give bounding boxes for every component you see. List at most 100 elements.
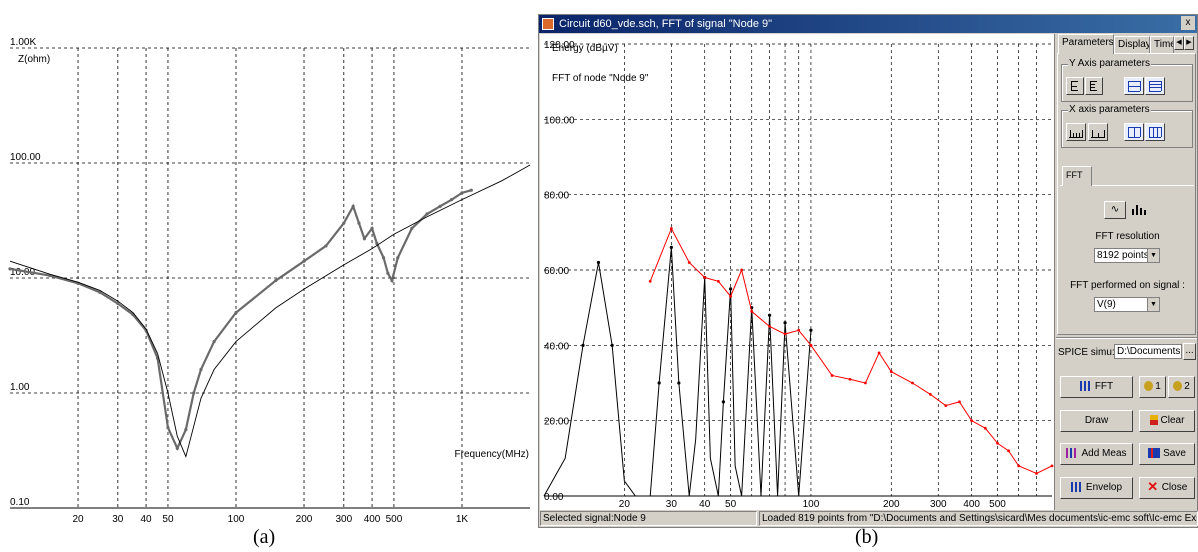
envelope-point [970,419,974,423]
probe-2-button[interactable]: 2 [1168,376,1195,398]
fft-signal-label: FFT performed on signal : [1070,280,1185,291]
y-grid-major-button[interactable] [1124,77,1144,95]
x-grid-minor-button[interactable] [1145,123,1165,141]
x-tick-label: 20 [619,499,631,510]
status-bar: Selected signal:Node 9 Loaded 819 points… [540,511,1198,527]
probe-1-button[interactable]: 1 [1139,376,1166,398]
measured-impedance-line [9,189,472,452]
x-axis-ticks-button[interactable] [1066,123,1086,141]
fft-peak-marker [721,400,726,404]
envelope-point [928,392,932,396]
add-meas-button[interactable]: Add Meas [1060,443,1133,465]
fft-subtab[interactable]: FFT [1062,166,1092,186]
envelope-point [996,441,999,445]
spice-browse-button[interactable]: ... [1183,343,1196,360]
fft-peak-marker [596,260,601,265]
spice-path-input[interactable]: D:\Documents a [1114,344,1182,359]
eraser-icon [1149,415,1158,426]
fft-resolution-select[interactable]: 8192 points ▼ [1094,248,1160,263]
y-axis-label: Z(ohm) [18,54,50,65]
measured-point [302,259,306,263]
envelope-point [1050,464,1054,468]
y-axis-label: Energy (dBµV) [552,43,618,54]
x-axis-fine-ticks-button[interactable] [1088,123,1108,141]
fft-spectrum-line [543,247,812,497]
y-axis-ticks-button[interactable] [1066,77,1084,95]
tab-time[interactable]: Time [1150,36,1174,54]
tab-parameters[interactable]: Parameters [1058,34,1114,54]
fft-button[interactable]: FFT [1060,376,1133,398]
fft-plot-area[interactable]: 120.00 100.00 80.00 60.00 40.00 20.00 0.00 20 30… [540,34,1055,510]
measured-point [425,212,429,216]
envelope-point [687,261,691,264]
fft-resolution-value: 8192 points [1097,250,1149,261]
measured-point [166,426,170,430]
y-tick-label: 10.00 [10,267,35,278]
fft-window: Circuit d60_vde.sch, FFT of signal "Node… [538,14,1198,528]
measured-point [370,226,374,230]
measured-point [469,188,473,192]
tab-display[interactable]: Display [1114,36,1150,54]
close-window-button[interactable]: x [1181,16,1195,30]
x-tick-label: 400 [963,499,980,510]
x-tick-label: 200 [296,514,313,525]
measured-point [184,428,188,432]
measured-point [98,290,102,294]
fft-peak-marker [581,343,585,347]
fft-line-mode-icon[interactable]: ∿ [1104,201,1126,219]
fft-peak-marker [610,343,614,347]
envelope-point [750,310,754,313]
measured-point [351,204,355,208]
measured-point [234,311,238,315]
x-axis-group-label: X axis parameters [1068,104,1151,115]
measured-point [192,391,196,395]
fft-signal-value: V(9) [1097,299,1116,310]
envelop-button[interactable]: Envelop [1060,477,1133,499]
probe-icon [1144,381,1154,392]
close-button[interactable]: ✕ Close [1139,477,1195,499]
envelope-point [1017,464,1021,468]
fft-envelope-line [649,227,1053,474]
close-x-icon: ✕ [1147,479,1159,495]
fft-signal-select[interactable]: V(9) ▼ [1094,297,1160,312]
x-tick-label: 500 [386,514,403,525]
measured-point [460,191,464,195]
measured-point [382,256,386,260]
y-axis-group: Y Axis parameters [1061,58,1193,102]
probe-icon [1173,381,1183,392]
caption-a: (a) [253,526,276,548]
envelope-point [1035,472,1038,475]
x-tick-label: 20 [72,514,84,525]
tab-scroll-left-icon[interactable]: ◀ [1174,36,1184,50]
clear-button[interactable]: Clear [1139,410,1195,432]
fft-peak-marker [809,328,813,332]
x-axis-group: X axis parameters [1061,104,1193,148]
x-grid-major-button[interactable] [1124,123,1144,141]
fft-peak-marker [728,287,733,291]
measured-point [450,198,454,202]
draw-button[interactable]: Draw [1060,410,1133,432]
measured-point [386,271,390,275]
fft-peak-marker [677,381,681,385]
tab-scroll-right-icon[interactable]: ▶ [1184,36,1194,50]
measured-point [324,244,328,248]
fft-bar-mode-icon[interactable] [1128,201,1150,219]
envelope-icon [1070,482,1083,493]
envelope-point [958,400,961,404]
caption-b: (b) [855,526,879,548]
envelope-point [729,294,732,298]
measured-point [357,221,361,225]
envelope-point [716,279,720,283]
chevron-down-icon: ▼ [1147,249,1159,262]
y-grid-minor-button[interactable] [1145,77,1165,95]
save-button[interactable]: Save [1139,443,1195,465]
y-tick-label: 40.00 [544,341,569,352]
x-tick-label: 300 [930,499,947,510]
measured-point [274,278,278,283]
title-bar[interactable]: Circuit d60_vde.sch, FFT of signal "Node… [539,15,1197,33]
envelope-point [944,404,948,407]
status-selected-signal: Selected signal:Node 9 [540,511,757,526]
fft-peak-marker [669,245,673,249]
y-axis-fine-ticks-button[interactable] [1085,77,1103,95]
window-title: Circuit d60_vde.sch, FFT of signal "Node… [559,18,773,30]
